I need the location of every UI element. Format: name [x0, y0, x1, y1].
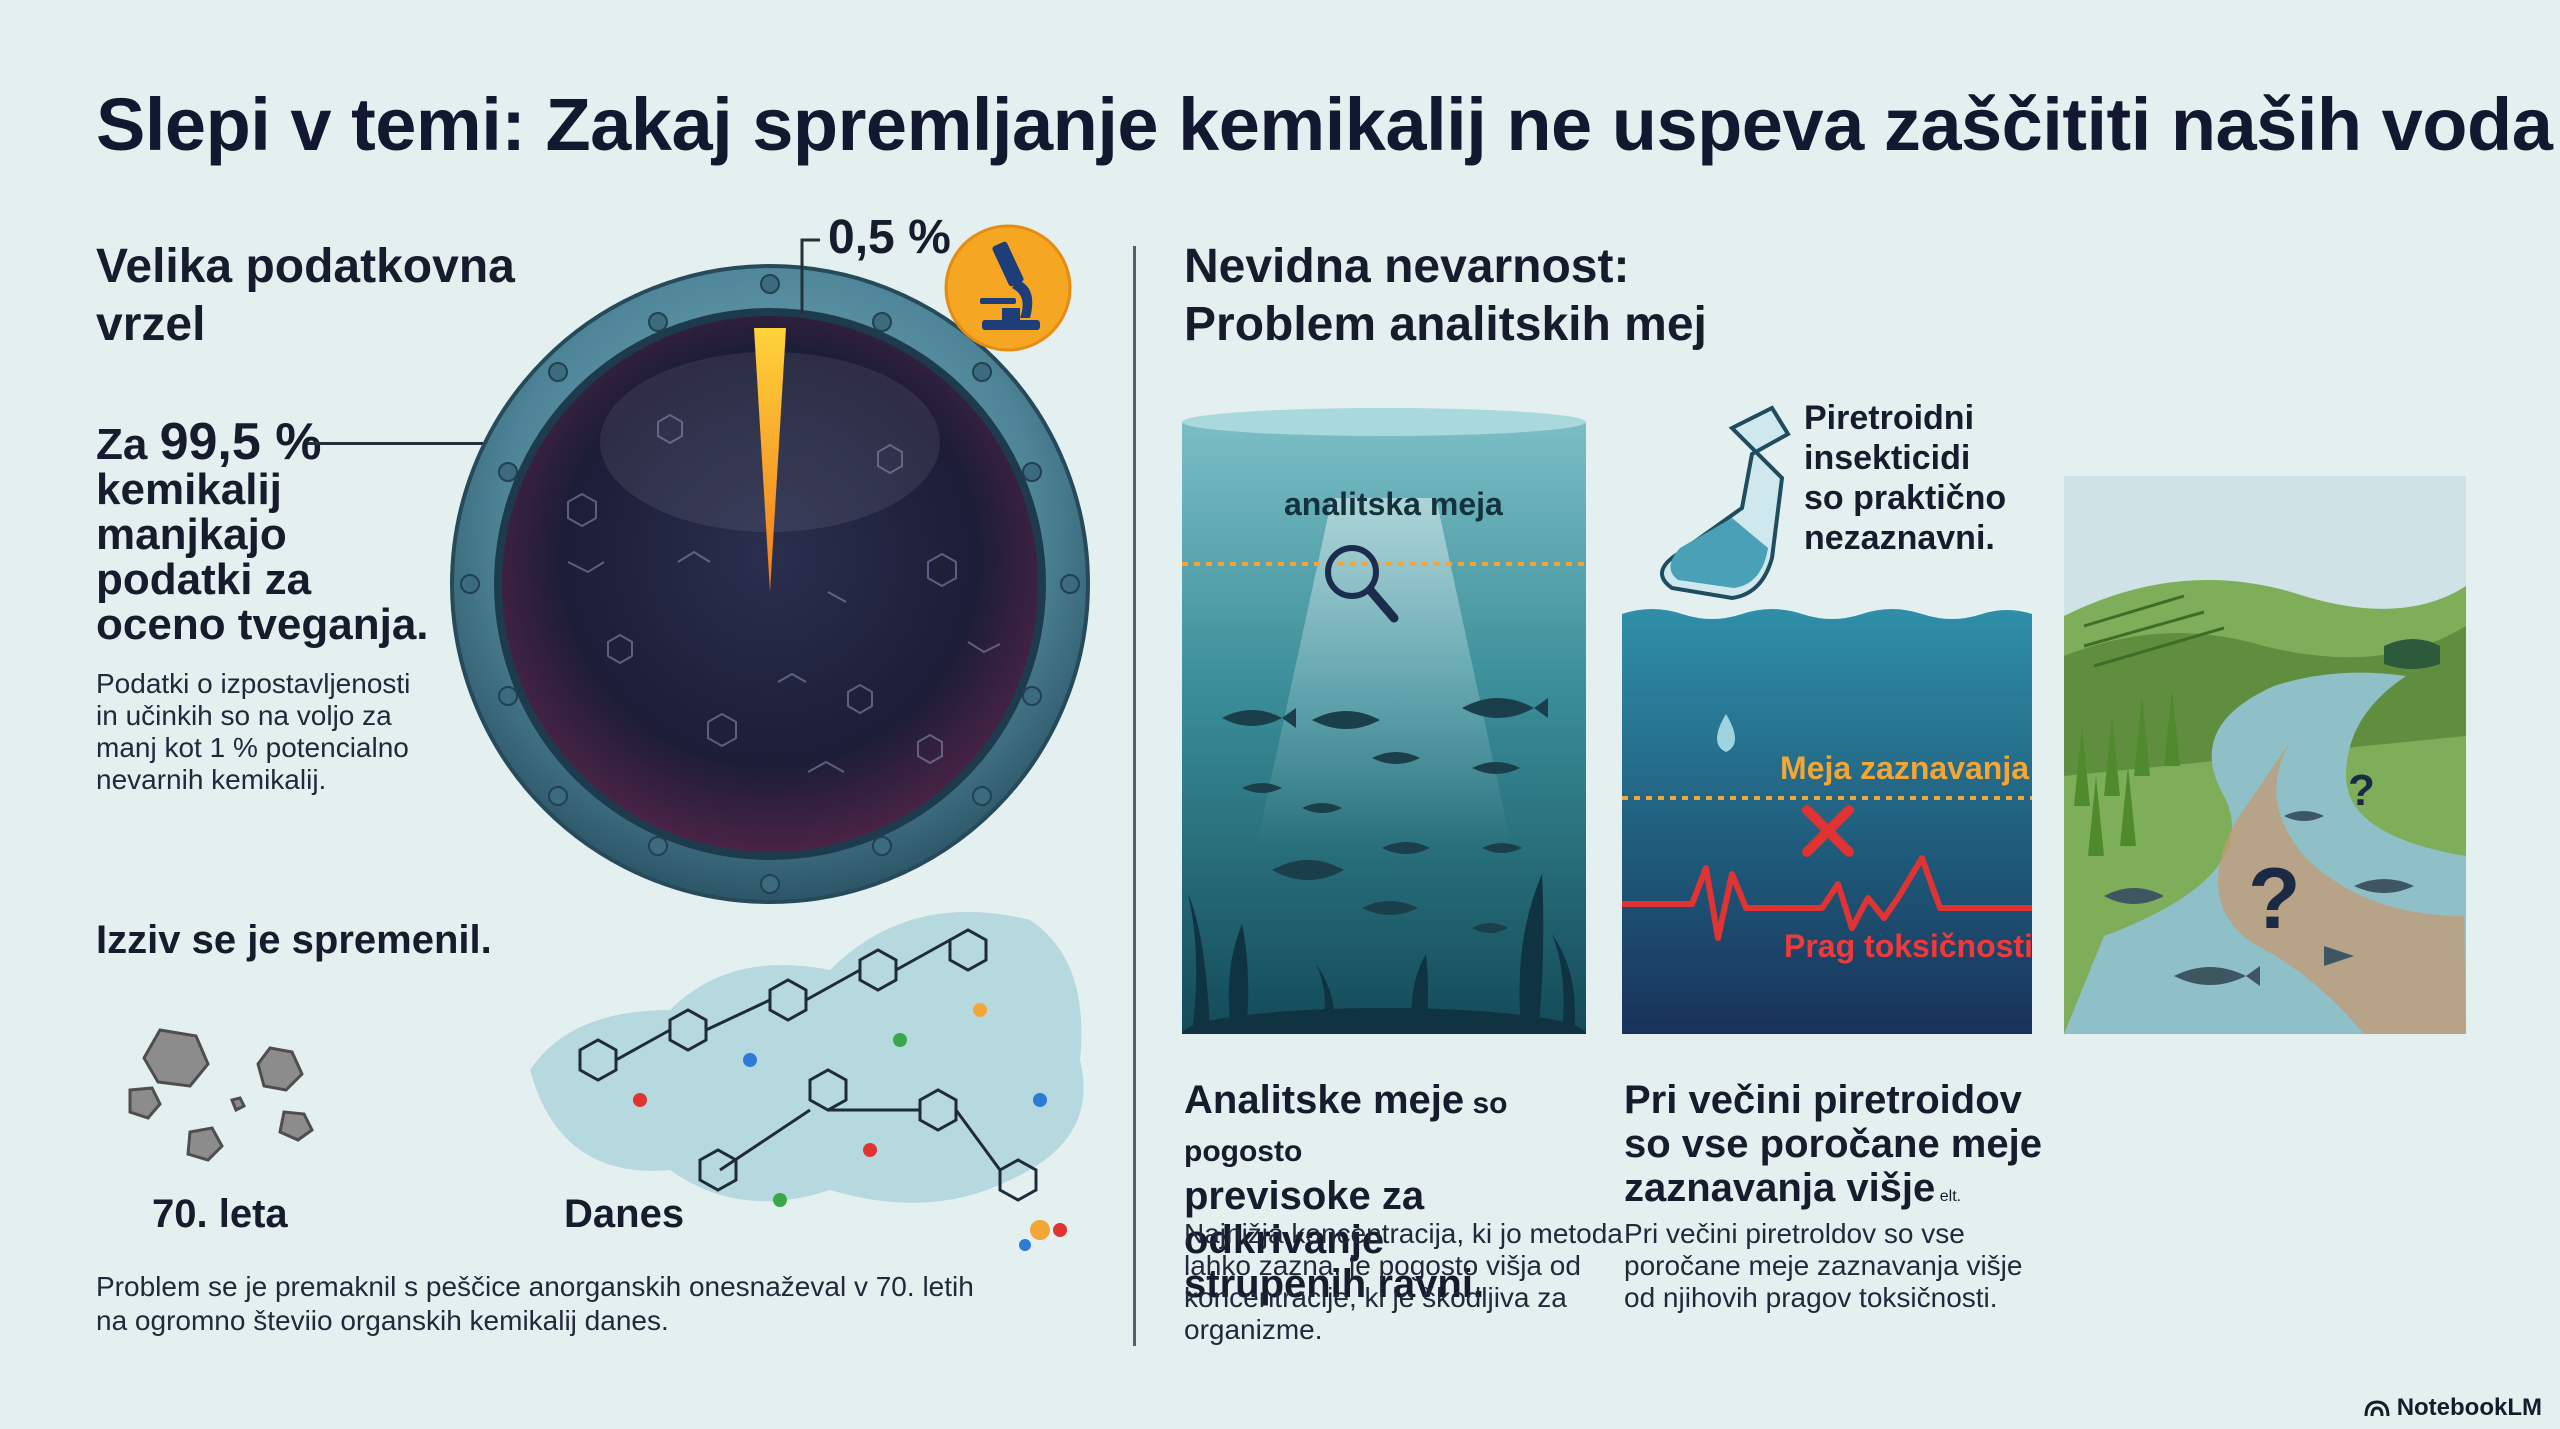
water-column-panel	[1182, 408, 1586, 1034]
section-divider	[1133, 246, 1136, 1346]
detail-line: in učinkih so na voljo za	[96, 700, 392, 731]
data-gap-heading-line2: vrzel	[96, 298, 206, 351]
gauge-percent-label: 0,5 %	[828, 211, 951, 264]
exposure-detail: Podatki o izpostavljenosti in učinkih so…	[96, 668, 456, 796]
seaweed	[1182, 874, 1586, 1034]
data-gap-heading: Velika podatkovna vrzel	[96, 238, 515, 354]
microscope-icon	[944, 224, 1072, 352]
brand-name: NotebookLM	[2396, 1394, 2542, 1421]
pyrethroid-line: Piretroidni	[1804, 399, 1975, 437]
organic-chemicals-cloud	[530, 911, 1084, 1251]
page-title: Slepi v temi: Zakaj spremljanje kemikali…	[96, 83, 2553, 166]
toxicity-threshold-label: Prag toksičnosti	[1784, 928, 2033, 964]
detail-line: Najnižja koncentracija, ki jo metoda	[1184, 1218, 1623, 1249]
pyrethroid-line: so praktično	[1804, 479, 2007, 517]
corn-field	[2074, 690, 2180, 856]
stat-prefix: Za	[96, 420, 160, 469]
pyrethroid-line: nezaznavni.	[1804, 519, 1995, 557]
brand-watermark: NotebookLM	[2364, 1394, 2542, 1422]
challenge-heading: Izziv se je spremenil.	[96, 918, 492, 962]
invisible-danger-heading-line1: Nevidna nevarnost:	[1184, 240, 1630, 293]
heading-line: strupenih ravni.	[1184, 1262, 1485, 1306]
river-creatures	[2104, 811, 2414, 986]
missing-data-stat: Za 99,5 % kemikalij manjkajo podatki za …	[96, 416, 429, 649]
problem-line: Problem se je premaknil s peščice anorga…	[96, 1271, 974, 1302]
pyrethroid-note: Piretroidni insekticidi so praktično nez…	[1804, 398, 2006, 558]
river-landscape-panel	[2064, 476, 2466, 1034]
pyrethroid-line: insekticidi	[1804, 439, 1971, 477]
cross-icon	[1802, 805, 1854, 857]
detection-limit-label: Meja zaznavanja	[1780, 750, 2029, 786]
detail-line: lahko zazna, je pogosto višja od	[1184, 1250, 1581, 1281]
problem-line: na ogromno števiio organskih kemikalij d…	[96, 1305, 669, 1336]
detail-line: Pri večini piretroldov so vse	[1624, 1218, 1965, 1249]
unknown-effect-mark-small: ?	[2348, 766, 2375, 815]
fish-silhouettes	[1222, 698, 1548, 933]
analytic-limits-heading: Analitske meje so pogosto previsoke za o…	[1184, 1078, 1624, 1306]
analytic-limit-label: analitska meja	[1284, 486, 1503, 522]
detection-limit-panel	[1622, 405, 2032, 1034]
stat-line: podatki za	[96, 555, 312, 604]
porthole-gauge	[450, 264, 1090, 904]
data-gap-heading-line1: Velika podatkovna	[96, 240, 515, 293]
detail-line: nevarnih kemikalij.	[96, 764, 327, 795]
detail-line: poročane meje zaznavanja višje	[1624, 1250, 2023, 1281]
unknown-effect-mark: ?	[2248, 851, 2301, 947]
invisible-danger-heading-line2: Problem analitskih mej	[1184, 298, 1707, 351]
pyrethroid-limits-heading: Pri večini piretroidov so vse poročane m…	[1624, 1078, 2064, 1219]
invisible-danger-heading: Nevidna nevarnost: Problem analitskih me…	[1184, 238, 1707, 354]
pyrethroid-limits-detail: Pri večini piretroldov so vse poročane m…	[1624, 1218, 2064, 1314]
magnifier-icon	[1325, 545, 1399, 623]
rocks-illustration	[128, 1028, 314, 1162]
porthole-bolts	[460, 274, 1080, 894]
leader-line	[308, 442, 518, 445]
era-past-label: 70. leta	[152, 1192, 288, 1236]
problem-shift-text: Problem se je premaknil s peščice anorga…	[96, 1270, 996, 1338]
stat-line: oceno tveganja.	[96, 600, 429, 649]
detail-line: Podatki o izpostavljenosti	[96, 668, 411, 699]
stat-percent: 99,5 %	[159, 413, 322, 471]
era-now-label: Danes	[564, 1192, 685, 1236]
flask-icon	[1660, 405, 1791, 601]
detail-line: koncentracije, ki je škodljiva za	[1184, 1282, 1567, 1313]
analytic-limits-detail: Najnižja koncentracija, ki jo metoda lah…	[1184, 1218, 1624, 1346]
heading-line: so vse poročane meje	[1624, 1122, 2042, 1166]
molecule-pattern	[567, 413, 1001, 773]
detail-line: od njihovih pragov toksičnosti.	[1624, 1282, 1998, 1313]
heading-line: previsoke za odkrivanje	[1184, 1174, 1425, 1262]
notebooklm-logo-icon	[2364, 1400, 2390, 1417]
heading-tiny: elt.	[1935, 1188, 1962, 1205]
detail-line: manj kot 1 % potencialno	[96, 732, 409, 763]
available-data-slice	[754, 328, 786, 592]
heading-line: Pri večini piretroidov	[1624, 1078, 2022, 1122]
percent-pointer	[800, 238, 820, 314]
heading-normal: so pogosto	[1184, 1087, 1508, 1168]
stat-line: manjkajo	[96, 510, 287, 559]
stat-line: kemikalij	[96, 465, 282, 514]
heading-bold: Analitske meje	[1184, 1078, 1465, 1122]
heading-line: zaznavanja višje	[1624, 1166, 1936, 1210]
detail-line: organizme.	[1184, 1314, 1323, 1345]
